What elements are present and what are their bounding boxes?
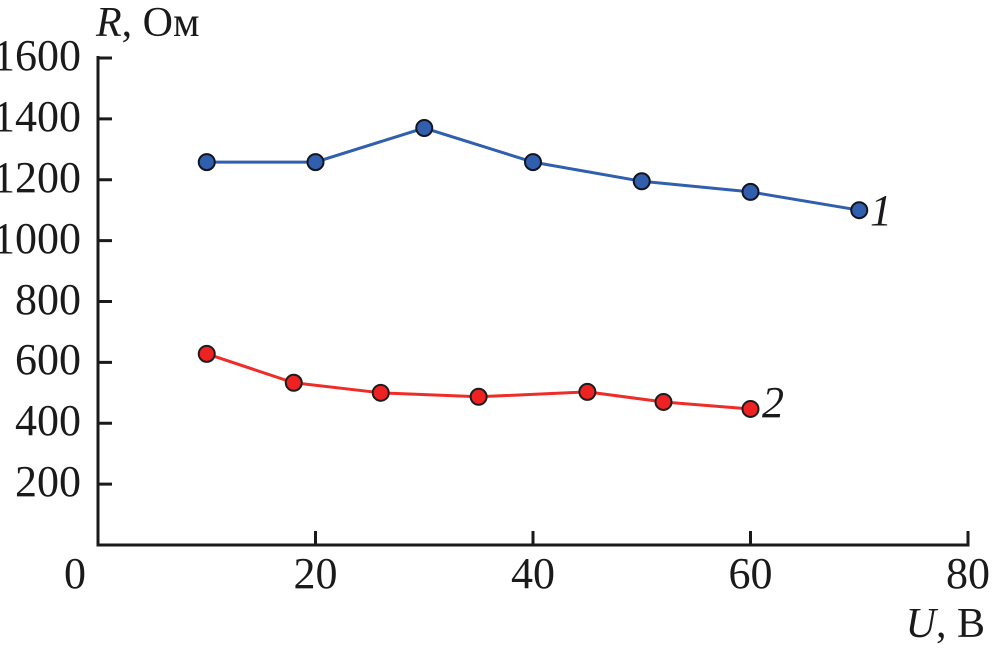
series-1-point — [197, 153, 216, 172]
x-axis-variable: U — [905, 601, 936, 647]
y-tick-label: 1600 — [0, 31, 81, 80]
series-2-point — [469, 387, 488, 406]
y-tick-label: 1400 — [0, 91, 81, 141]
y-tick-label: 600 — [15, 335, 81, 385]
series-1-point — [306, 153, 325, 172]
series-2-point — [654, 392, 673, 411]
series-2-point — [284, 373, 303, 392]
y-axis-title: R, Ом — [96, 2, 200, 44]
series-2-point — [741, 399, 760, 418]
x-axis-title: U, В — [906, 603, 985, 645]
x-axis-unit: , В — [935, 601, 985, 647]
series-1-point — [415, 119, 434, 138]
y-tick-label: 1000 — [0, 213, 81, 263]
y-tick-label: 200 — [15, 457, 81, 507]
x-tick-label: 80 — [946, 549, 990, 598]
series-1-point — [850, 201, 869, 220]
y-tick-label: 1200 — [0, 152, 81, 202]
series-1-label: 1 — [870, 186, 892, 235]
series-2-point — [197, 344, 216, 363]
series-1-point — [524, 153, 542, 172]
y-axis-unit: , Ом — [121, 0, 200, 46]
x-tick-label: 20 — [293, 549, 338, 598]
y-axis-variable: R — [96, 0, 122, 46]
series-2-label: 2 — [762, 378, 784, 427]
x-tick-label: 0 — [64, 549, 86, 598]
series-2-point — [371, 383, 390, 402]
y-tick-label: 400 — [15, 396, 81, 446]
x-tick-label: 60 — [728, 549, 773, 598]
series-1-point — [741, 182, 760, 201]
y-tick-label: 800 — [15, 274, 81, 324]
series-2-point — [578, 382, 597, 401]
series-1-point — [632, 172, 651, 191]
x-tick-label: 40 — [511, 549, 555, 598]
